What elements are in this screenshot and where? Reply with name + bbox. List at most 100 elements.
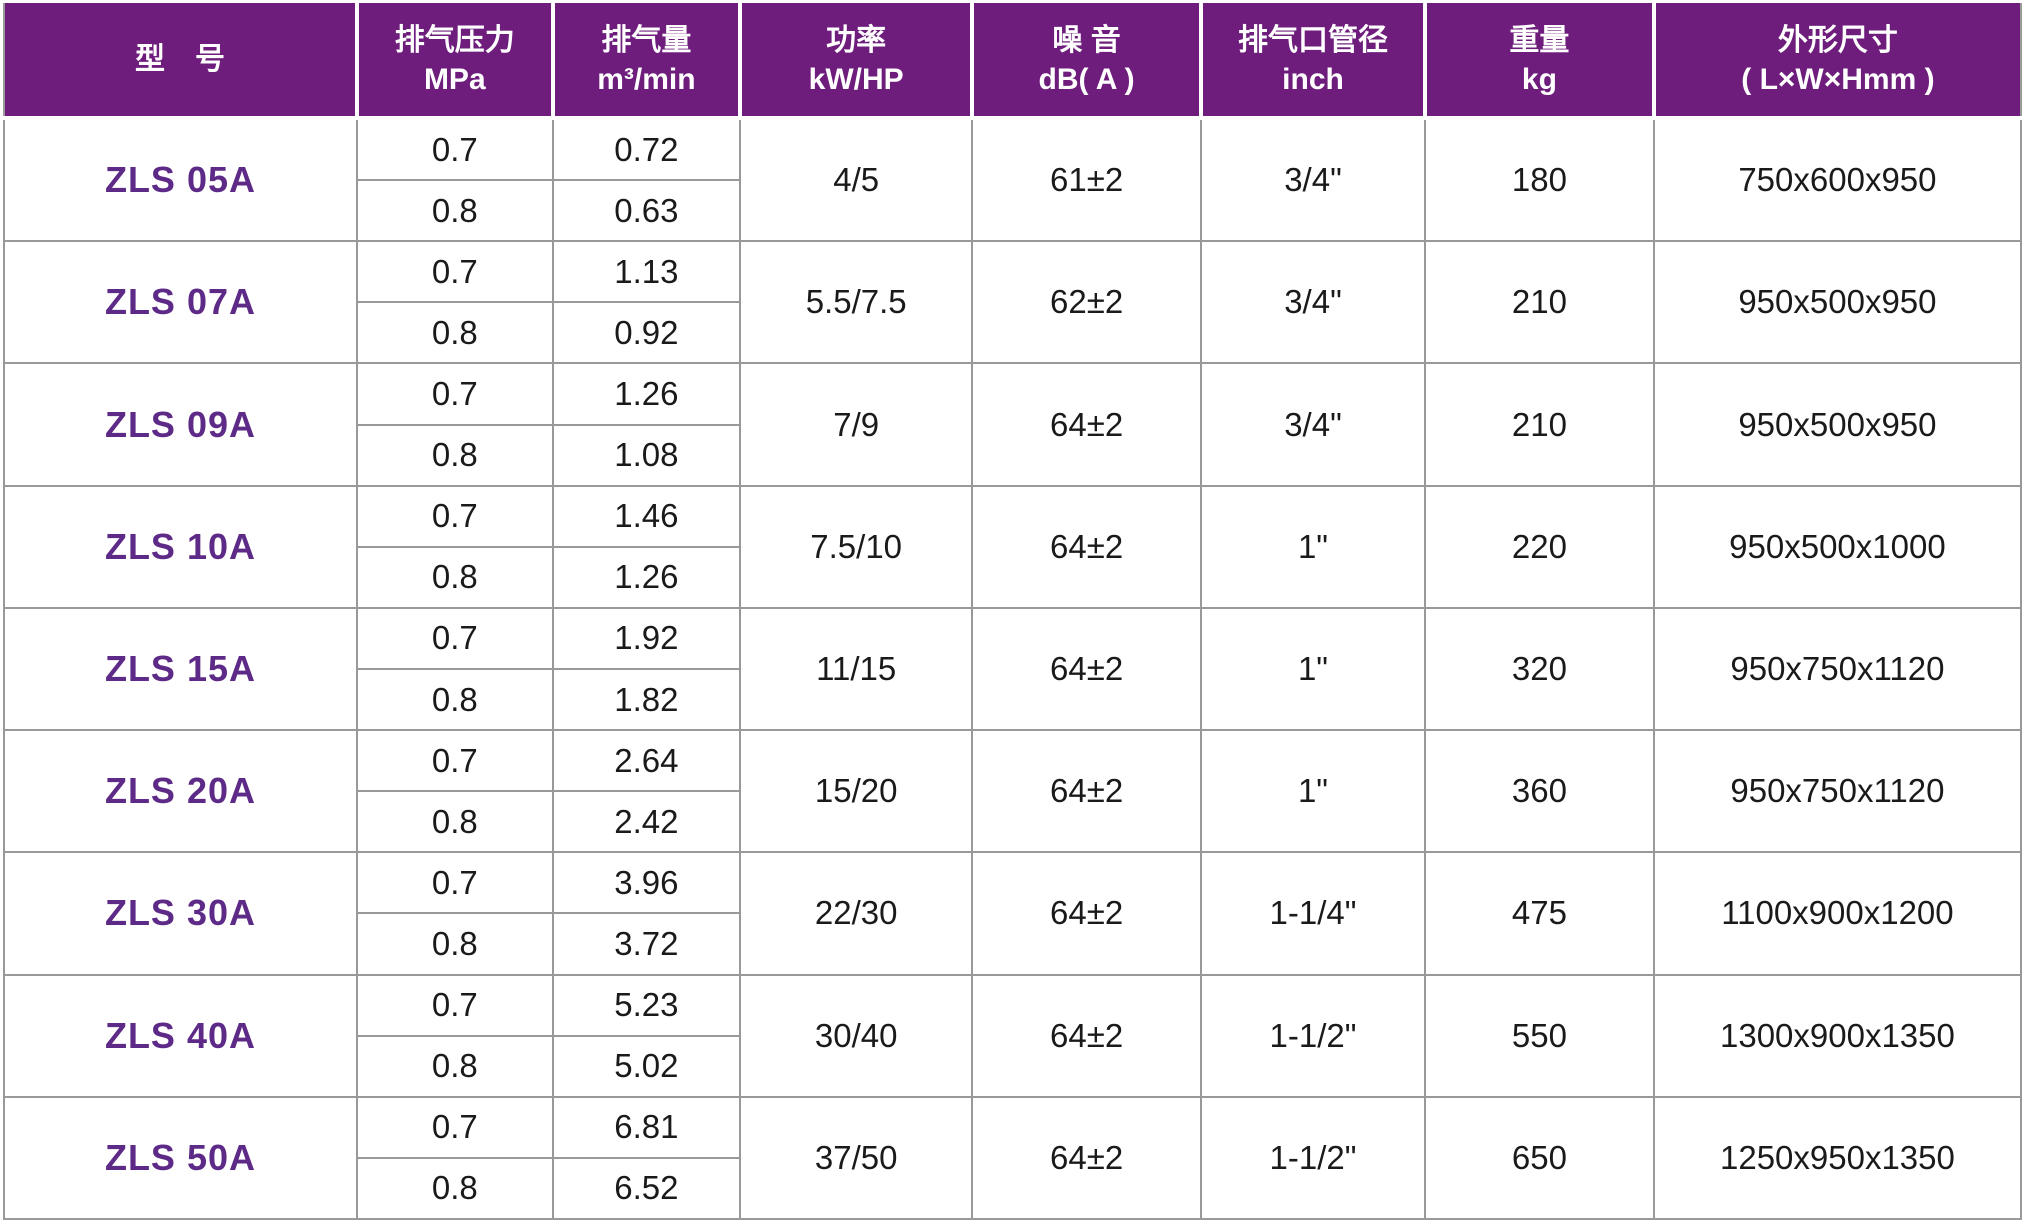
pressure-cell: 0.8 <box>355 301 554 365</box>
weight-cell: 320 <box>1423 606 1655 732</box>
header-cell-flow: 排气量 m³/min <box>550 3 741 120</box>
header-cell-pressure: 排气压力 MPa <box>354 3 553 120</box>
table-row: 0.8 2.42 <box>4 790 2021 854</box>
model-cell: ZLS 10A <box>3 484 358 609</box>
header-cell-pipe: 排气口管径 inch <box>1199 3 1425 120</box>
flow-cell: 1.82 <box>551 667 742 732</box>
dims-cell: 1300x900x1350 <box>1652 973 2023 1098</box>
dims-cell: 1250x950x1350 <box>1652 1095 2023 1221</box>
model-cell: ZLS 15A <box>3 606 358 732</box>
table-row: 0.8 1.08 <box>4 423 2021 487</box>
table-row: ZLS 20A 0.7 2.64 15/20 64±2 1" 360 950x7… <box>3 729 2023 854</box>
flow-cell: 5.23 <box>551 973 742 1037</box>
flow-cell: 0.92 <box>551 301 742 365</box>
power-cell: 5.5/7.5 <box>739 240 974 365</box>
pressure-cell: 0.8 <box>355 180 554 243</box>
header-noise-label: 噪 音 <box>1052 23 1121 57</box>
pipe-cell: 3/4" <box>1200 118 1426 243</box>
table-row: ZLS 10A 0.7 1.46 7.5/10 64±2 1" 220 950x… <box>3 484 2023 609</box>
noise-cell: 64±2 <box>971 973 1203 1098</box>
weight-cell: 475 <box>1423 851 1655 976</box>
header-power-label: 功率 <box>826 23 887 57</box>
power-cell: 30/40 <box>739 973 974 1098</box>
table-row: 0.8 0.63 <box>4 180 2021 243</box>
dims-cell: 950x750x1120 <box>1652 606 2023 732</box>
model-cell: ZLS 50A <box>3 1095 358 1221</box>
flow-cell: 1.92 <box>551 606 742 670</box>
table-row: ZLS 40A 0.7 5.23 30/40 64±2 1-1/2" 550 1… <box>3 973 2023 1098</box>
pipe-cell: 1" <box>1200 729 1426 854</box>
pipe-cell: 1-1/2" <box>1200 973 1426 1098</box>
pressure-cell: 0.7 <box>355 240 554 304</box>
pressure-cell: 0.8 <box>355 912 554 976</box>
weight-cell: 210 <box>1423 362 1655 487</box>
table-row: ZLS 50A 0.7 6.81 37/50 64±2 1-1/2" 650 1… <box>3 1095 2023 1221</box>
weight-cell: 650 <box>1423 1095 1655 1221</box>
header-cell-model: 型 号 <box>4 3 357 120</box>
flow-cell: 1.08 <box>551 423 742 487</box>
noise-cell: 64±2 <box>971 362 1203 487</box>
table-row: 0.8 6.52 <box>4 1156 2021 1221</box>
flow-cell: 1.26 <box>551 545 742 609</box>
header-row: 型 号 排气压力 MPa 排气量 m³/min 功率 kW/HP 噪 音 dB( A )… <box>4 3 2021 120</box>
header-pressure-label: 排气压力 <box>394 23 515 57</box>
power-cell: 7.5/10 <box>739 484 974 609</box>
weight-cell: 210 <box>1423 240 1655 365</box>
header-weight-unit: kg <box>1521 62 1557 96</box>
header-flow-label: 排气量 <box>601 23 692 57</box>
model-cell: ZLS 07A <box>3 240 358 365</box>
flow-cell: 3.72 <box>551 912 742 976</box>
header-flow-unit: m³/min <box>597 62 696 96</box>
pressure-cell: 0.7 <box>355 118 554 182</box>
table-row: ZLS 09A 0.7 1.26 7/9 64±2 3/4" 210 950x5… <box>3 362 2023 487</box>
pressure-cell: 0.7 <box>355 484 554 548</box>
header-cell-weight: 重量 kg <box>1422 3 1654 120</box>
model-cell: ZLS 30A <box>3 851 358 976</box>
pressure-cell: 0.7 <box>355 1095 554 1159</box>
table-row: 0.8 1.82 <box>4 667 2021 732</box>
dims-cell: 750x600x950 <box>1652 118 2023 243</box>
dims-cell: 950x750x1120 <box>1652 729 2023 854</box>
pipe-cell: 1" <box>1200 484 1426 609</box>
noise-cell: 64±2 <box>971 1095 1203 1221</box>
pressure-cell: 0.8 <box>355 423 554 487</box>
flow-cell: 1.46 <box>551 484 742 548</box>
spec-table: 型 号 排气压力 MPa 排气量 m³/min 功率 kW/HP 噪 音 dB( A )… <box>3 3 2023 1221</box>
header-pipe-unit: inch <box>1282 62 1344 96</box>
model-cell: ZLS 40A <box>3 973 358 1098</box>
header-dims-unit: ( L×W×Hmm ) <box>1741 62 1935 96</box>
pressure-cell: 0.8 <box>355 545 554 609</box>
pressure-cell: 0.7 <box>355 362 554 426</box>
pressure-cell: 0.7 <box>355 851 554 915</box>
flow-cell: 6.52 <box>551 1156 742 1221</box>
model-cell: ZLS 09A <box>3 362 358 487</box>
flow-cell: 6.81 <box>551 1095 742 1159</box>
table-row: ZLS 15A 0.7 1.92 11/15 64±2 1" 320 950x7… <box>3 606 2023 732</box>
model-cell: ZLS 20A <box>3 729 358 854</box>
noise-cell: 64±2 <box>971 606 1203 732</box>
table-row: 0.8 0.92 <box>4 301 2021 365</box>
power-cell: 4/5 <box>739 118 974 243</box>
flow-cell: 1.13 <box>551 240 742 304</box>
power-cell: 37/50 <box>739 1095 974 1221</box>
pipe-cell: 1" <box>1200 606 1426 732</box>
noise-cell: 61±2 <box>971 118 1203 243</box>
pipe-cell: 1-1/4" <box>1200 851 1426 976</box>
flow-cell: 3.96 <box>551 851 742 915</box>
table-header: 型 号 排气压力 MPa 排气量 m³/min 功率 kW/HP 噪 音 dB( A )… <box>4 3 2021 120</box>
table-row: ZLS 05A 0.7 0.72 4/5 61±2 3/4" 180 750x6… <box>3 118 2023 243</box>
pressure-cell: 0.7 <box>355 606 554 670</box>
power-cell: 15/20 <box>739 729 974 854</box>
table-row: ZLS 07A 0.7 1.13 5.5/7.5 62±2 3/4" 210 9… <box>3 240 2023 365</box>
header-dims-label: 外形尺寸 <box>1777 23 1898 57</box>
pipe-cell: 1-1/2" <box>1200 1095 1426 1221</box>
pipe-cell: 3/4" <box>1200 240 1426 365</box>
dims-cell: 950x500x1000 <box>1652 484 2023 609</box>
model-cell: ZLS 05A <box>3 118 358 243</box>
table-row: 0.8 3.72 <box>4 912 2021 976</box>
noise-cell: 64±2 <box>971 851 1203 976</box>
header-pipe-label: 排气口管径 <box>1238 23 1388 57</box>
power-cell: 7/9 <box>739 362 974 487</box>
flow-cell: 2.42 <box>551 790 742 854</box>
